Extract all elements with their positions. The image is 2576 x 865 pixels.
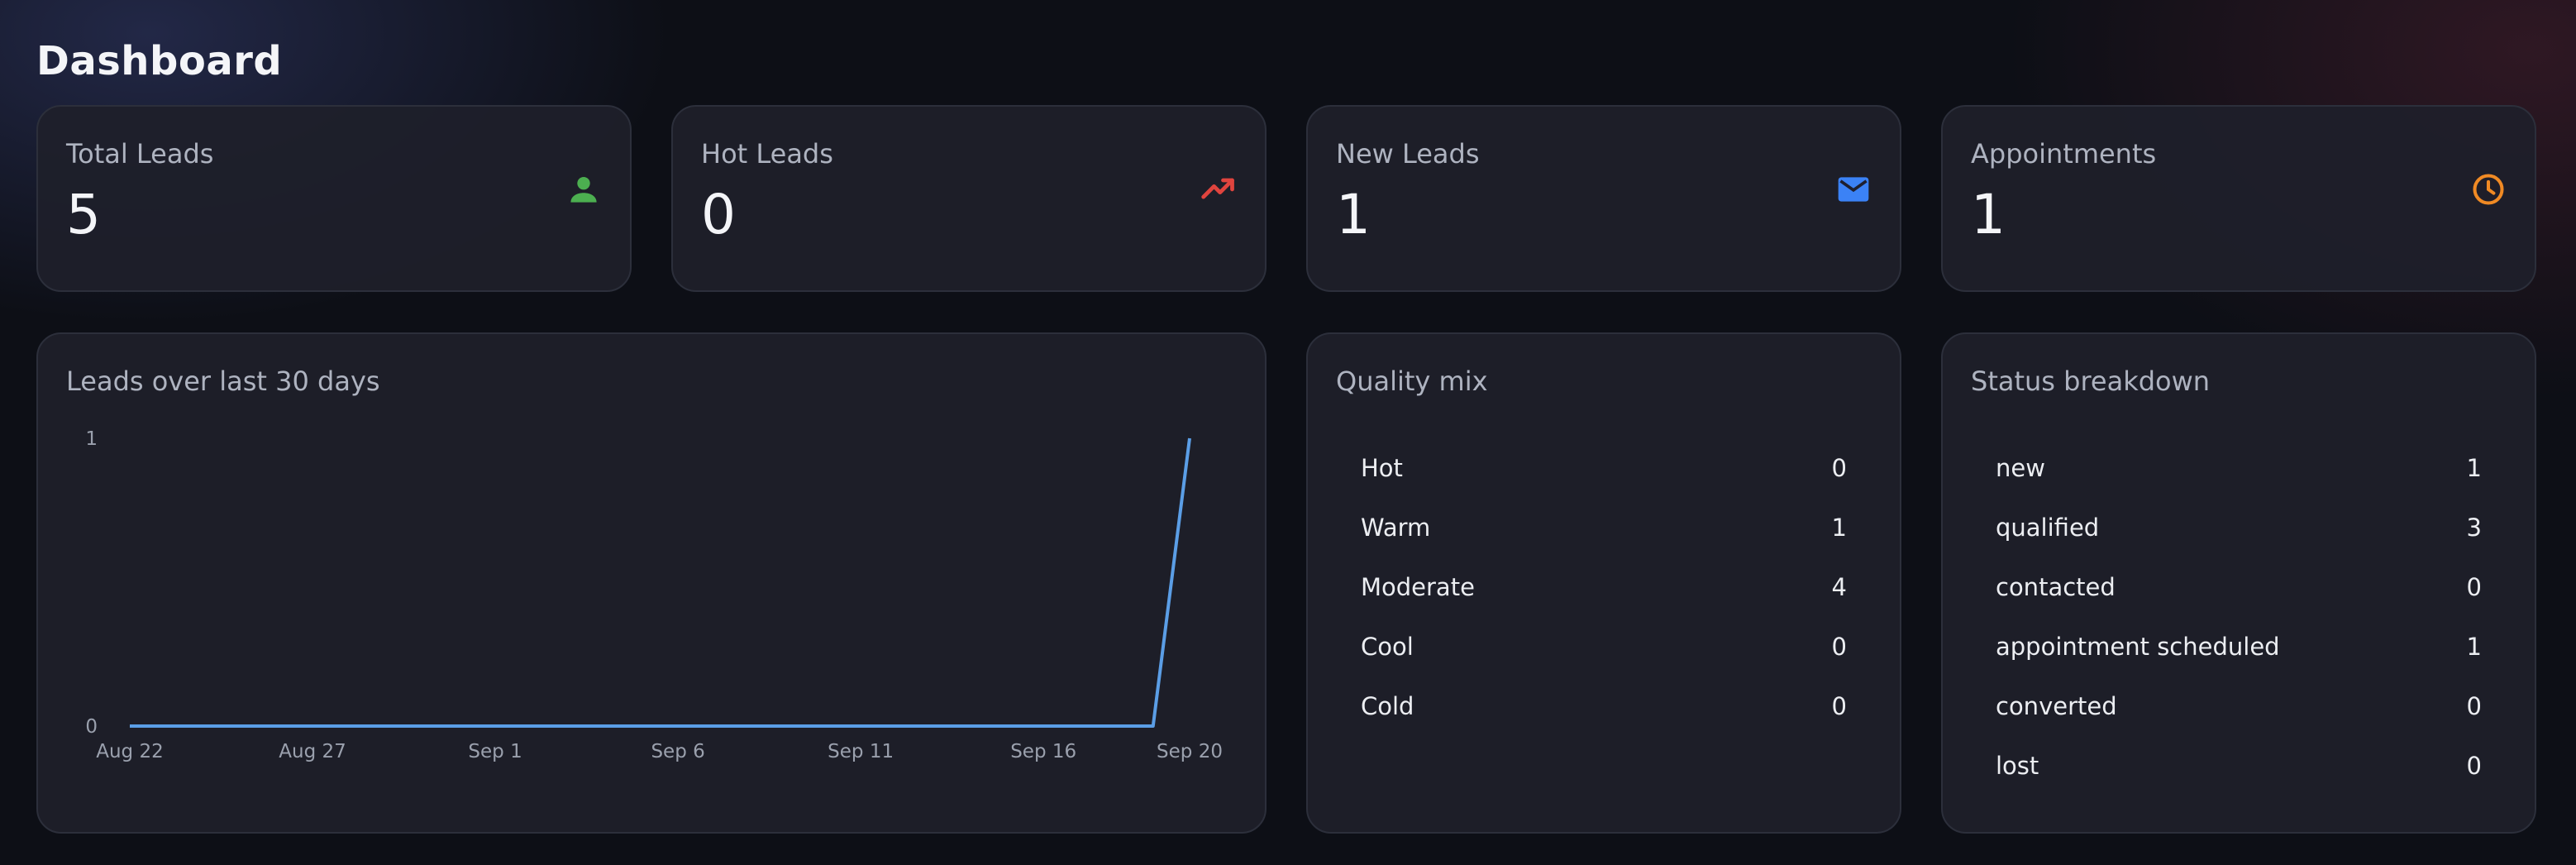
item-label: converted xyxy=(1996,692,2117,720)
list-item: appointment scheduled 1 xyxy=(1996,617,2482,676)
item-label: lost xyxy=(1996,752,2039,780)
stat-value: 1 xyxy=(1336,183,1371,246)
page-title: Dashboard xyxy=(36,38,283,84)
item-value: 1 xyxy=(2466,454,2482,482)
quality-mix-list: Hot 0 Warm 1 Moderate 4 Cool 0 Cold 0 xyxy=(1361,438,1847,736)
x-tick-label: Sep 11 xyxy=(828,741,894,762)
item-value: 0 xyxy=(2466,573,2482,601)
stat-label: Hot Leads xyxy=(701,138,833,170)
panel-title: Status breakdown xyxy=(1971,366,2211,397)
stat-label: Total Leads xyxy=(66,138,214,170)
list-item: qualified 3 xyxy=(1996,498,2482,557)
item-value: 0 xyxy=(1831,633,1847,661)
list-item: Cold 0 xyxy=(1361,676,1847,736)
item-label: Cold xyxy=(1361,692,1414,720)
y-tick-label: 1 xyxy=(85,428,98,450)
list-item: Hot 0 xyxy=(1361,438,1847,498)
series-line xyxy=(130,437,1191,728)
stat-card-new-leads: New Leads 1 xyxy=(1306,105,1901,292)
item-label: Warm xyxy=(1361,514,1431,542)
list-item: Cool 0 xyxy=(1361,617,1847,676)
person-icon xyxy=(570,176,597,203)
list-item: contacted 0 xyxy=(1996,557,2482,617)
x-tick-label: Sep 1 xyxy=(468,741,522,762)
leads-chart-panel: Leads over last 30 days 0 1 Aug 22 Aug 27 Se… xyxy=(36,332,1267,834)
stat-card-hot-leads: Hot Leads 0 xyxy=(671,105,1267,292)
list-item: Warm 1 xyxy=(1361,498,1847,557)
quality-mix-panel: Quality mix Hot 0 Warm 1 Moderate 4 Cool 0 C… xyxy=(1306,332,1901,834)
item-value: 0 xyxy=(2466,692,2482,720)
x-tick-label: Sep 6 xyxy=(651,741,704,762)
x-tick-label: Aug 22 xyxy=(96,741,164,762)
item-label: Hot xyxy=(1361,454,1403,482)
chart-title: Leads over last 30 days xyxy=(66,366,380,397)
item-label: Cool xyxy=(1361,633,1414,661)
item-label: contacted xyxy=(1996,573,2116,601)
stat-label: Appointments xyxy=(1971,138,2157,170)
item-value: 0 xyxy=(1831,692,1847,720)
stat-card-total-leads: Total Leads 5 xyxy=(36,105,632,292)
item-value: 1 xyxy=(2466,633,2482,661)
stat-label: New Leads xyxy=(1336,138,1480,170)
item-value: 0 xyxy=(1831,454,1847,482)
mail-icon xyxy=(1838,177,1869,202)
item-label: new xyxy=(1996,454,2045,482)
stat-card-appointments: Appointments 1 xyxy=(1941,105,2536,292)
list-item: new 1 xyxy=(1996,438,2482,498)
item-label: appointment scheduled xyxy=(1996,633,2280,661)
item-value: 1 xyxy=(1831,514,1847,542)
item-label: qualified xyxy=(1996,514,2100,542)
item-value: 0 xyxy=(2466,752,2482,780)
status-breakdown-list: new 1 qualified 3 contacted 0 appointment s… xyxy=(1996,438,2482,796)
item-value: 4 xyxy=(1831,573,1847,601)
trending-up-icon xyxy=(1201,178,1234,199)
y-tick-label: 0 xyxy=(85,716,98,738)
stat-value: 5 xyxy=(66,183,101,246)
x-tick-label: Aug 27 xyxy=(279,741,346,762)
stat-value: 1 xyxy=(1971,183,2006,246)
x-tick-label: Sep 20 xyxy=(1157,741,1223,762)
list-item: converted 0 xyxy=(1996,676,2482,736)
list-item: lost 0 xyxy=(1996,736,2482,796)
item-label: Moderate xyxy=(1361,573,1475,601)
x-tick-label: Sep 16 xyxy=(1010,741,1076,762)
clock-icon xyxy=(2473,174,2504,205)
leads-line-chart: 0 1 Aug 22 Aug 27 Sep 1 Sep 6 Sep 11 Sep 16 Sep … xyxy=(85,428,1223,762)
panel-title: Quality mix xyxy=(1336,366,1488,397)
status-breakdown-panel: Status breakdown new 1 qualified 3 contact… xyxy=(1941,332,2536,834)
stat-value: 0 xyxy=(701,183,736,246)
item-value: 3 xyxy=(2466,514,2482,542)
list-item: Moderate 4 xyxy=(1361,557,1847,617)
